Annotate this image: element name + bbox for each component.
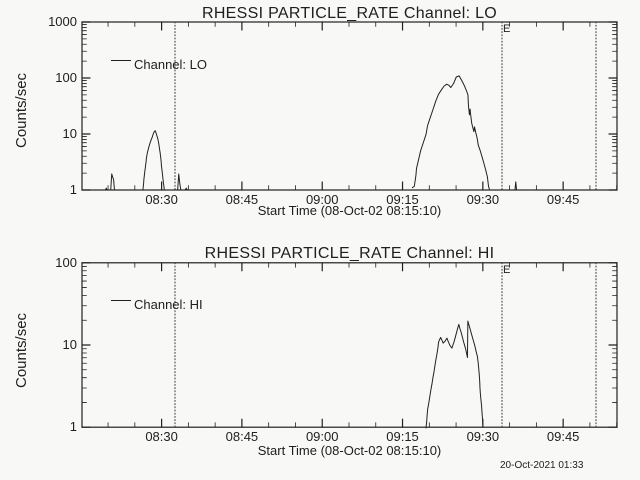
svg-text:09:30: 09:30 [467, 429, 500, 444]
svg-text:100: 100 [55, 255, 77, 270]
svg-text:1: 1 [70, 419, 77, 434]
svg-text:10: 10 [63, 126, 77, 141]
svg-text:E: E [503, 23, 510, 35]
svg-text:08:45: 08:45 [226, 429, 259, 444]
svg-text:E: E [503, 264, 510, 276]
svg-text:1000: 1000 [48, 14, 77, 29]
svg-text:10: 10 [63, 337, 77, 352]
svg-text:100: 100 [55, 70, 77, 85]
svg-text:09:45: 09:45 [547, 429, 580, 444]
svg-text:09:15: 09:15 [386, 429, 419, 444]
svg-text:08:30: 08:30 [145, 429, 178, 444]
svg-text:09:00: 09:00 [306, 429, 339, 444]
svg-text:1: 1 [70, 182, 77, 197]
